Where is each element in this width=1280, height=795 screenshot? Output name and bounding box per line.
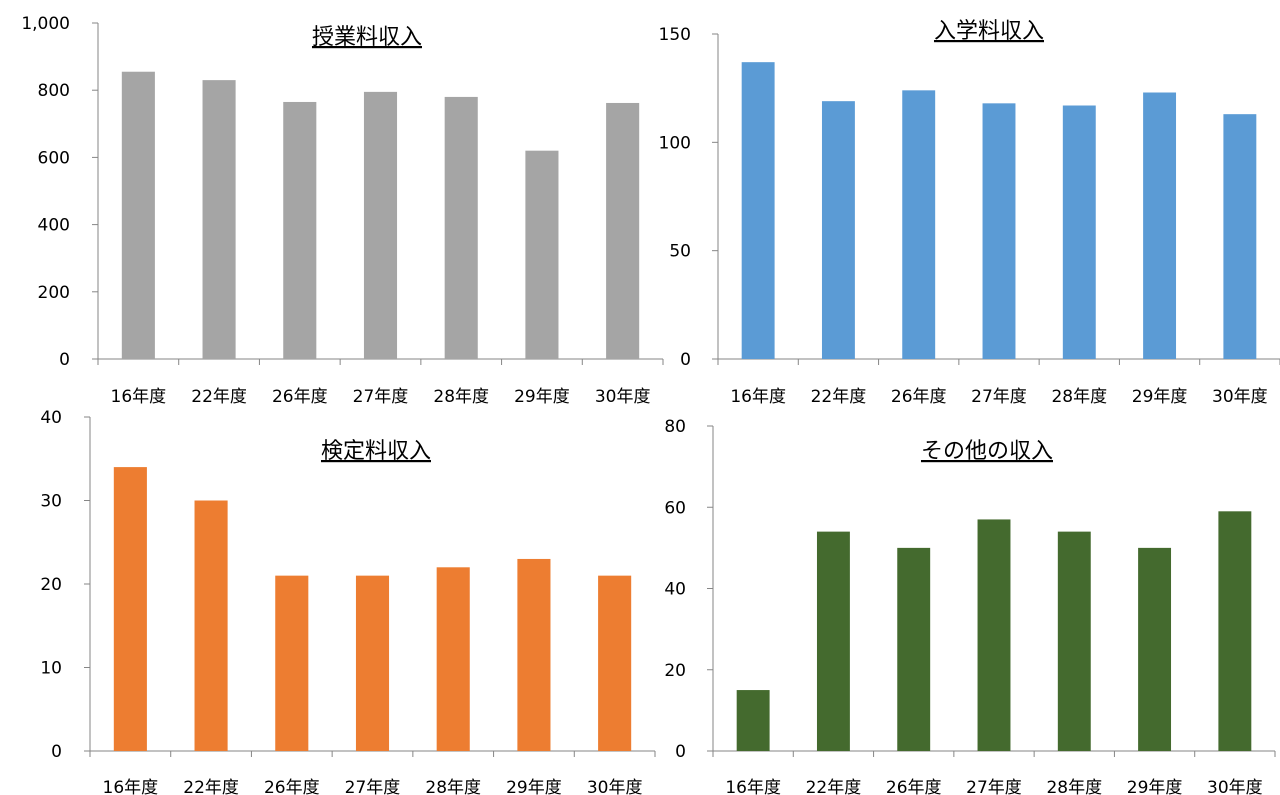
chart-3: 検定料収入 0 10 20 30 40 16年度 22年度 26年度 27年度 28年度 29年度 30… [40, 408, 656, 795]
y-tick-label: 100 [659, 133, 691, 153]
x-tick-label: 22年度 [811, 387, 867, 407]
x-tick-label: 29年度 [1127, 778, 1183, 795]
bar-22年度 [816, 531, 850, 751]
x-tick-label: 16年度 [730, 387, 786, 407]
x-tick-label: 27年度 [345, 778, 401, 795]
bar-27年度 [977, 519, 1011, 751]
y-tick-label: 0 [51, 742, 62, 762]
y-tick-label: 0 [680, 350, 691, 370]
x-tick-label: 29年度 [514, 387, 570, 407]
bar-30年度 [1218, 511, 1252, 751]
x-tick-label: 27年度 [966, 778, 1022, 795]
bar-22年度 [194, 500, 228, 751]
bar-26年度 [275, 575, 309, 751]
bar-30年度 [598, 575, 632, 751]
x-tick-label: 22年度 [191, 387, 247, 407]
x-tick-label: 30年度 [1207, 778, 1263, 795]
x-tick-label: 28年度 [425, 778, 481, 795]
x-tick-label: 28年度 [1051, 387, 1107, 407]
bar-16年度 [736, 690, 770, 751]
chart-title: 授業料収入 [312, 25, 422, 50]
bar-27年度 [363, 91, 398, 359]
bar-28年度 [444, 96, 478, 360]
chart-2: 入学料収入 0 50 100 150 16年度 22年度 26年度 27年度 28年度 29年度 30… [659, 19, 1280, 407]
x-tick-label: 16年度 [111, 387, 167, 407]
chart-title: 検定料収入 [321, 439, 431, 464]
y-tick-label: 600 [38, 148, 70, 168]
bar-29年度 [517, 558, 551, 751]
bar-28年度 [1057, 531, 1091, 751]
y-tick-label: 60 [664, 498, 686, 518]
bar-26年度 [897, 547, 931, 751]
bar-28年度 [1062, 105, 1096, 359]
x-tick-label: 26年度 [891, 387, 947, 407]
y-tick-label: 800 [38, 81, 70, 101]
x-tick-label: 26年度 [886, 778, 942, 795]
chart-4: その他の収入 0 20 40 60 80 16年度 22年度 26年度 27年度 28年度 29年度 3… [664, 417, 1276, 795]
x-tick-label: 29年度 [506, 778, 562, 795]
x-tick-label: 22年度 [806, 778, 862, 795]
x-tick-label: 28年度 [1046, 778, 1102, 795]
x-tick-label: 26年度 [272, 387, 328, 407]
x-tick-label: 30年度 [587, 778, 643, 795]
bar-29年度 [1143, 92, 1177, 359]
x-tick-label: 22年度 [183, 778, 239, 795]
y-tick-label: 0 [675, 742, 686, 762]
chart-1: 授業料収入 0 200 400 600 800 1,000 16年度 22年度 26年度 27年度 2… [21, 14, 664, 407]
bar-29年度 [525, 150, 559, 359]
bar-30年度 [1223, 114, 1257, 360]
chart-title: 入学料収入 [934, 19, 1044, 44]
x-tick-label: 16年度 [725, 778, 781, 795]
y-tick-label: 20 [40, 575, 62, 595]
bar-26年度 [283, 101, 317, 360]
x-tick-label: 30年度 [1212, 387, 1268, 407]
y-tick-label: 50 [669, 242, 691, 262]
bar-22年度 [821, 101, 855, 360]
x-tick-label: 29年度 [1132, 387, 1188, 407]
y-tick-label: 20 [664, 661, 686, 681]
x-tick-label: 27年度 [971, 387, 1027, 407]
bar-27年度 [982, 103, 1016, 359]
x-tick-label: 26年度 [264, 778, 320, 795]
x-tick-label: 16年度 [103, 778, 159, 795]
bar-29年度 [1138, 547, 1172, 751]
bar-16年度 [741, 62, 775, 360]
x-tick-label: 30年度 [595, 387, 651, 407]
y-tick-label: 400 [38, 216, 70, 236]
y-tick-label: 150 [659, 25, 691, 45]
y-tick-label: 80 [664, 417, 686, 437]
y-tick-label: 30 [40, 492, 62, 512]
x-tick-label: 28年度 [433, 387, 489, 407]
bar-28年度 [436, 567, 470, 751]
y-tick-label: 40 [664, 580, 686, 600]
y-tick-label: 10 [40, 659, 62, 679]
y-tick-label: 1,000 [21, 14, 70, 34]
y-tick-label: 0 [59, 350, 70, 370]
chart-title: その他の収入 [921, 439, 1053, 464]
bar-16年度 [121, 71, 155, 359]
bar-16年度 [113, 467, 147, 751]
y-tick-label: 200 [38, 283, 70, 303]
y-tick-label: 40 [40, 408, 62, 428]
bar-27年度 [355, 575, 390, 751]
bar-30年度 [606, 102, 640, 359]
bar-22年度 [202, 80, 236, 360]
bar-26年度 [902, 90, 936, 359]
x-tick-label: 27年度 [353, 387, 409, 407]
